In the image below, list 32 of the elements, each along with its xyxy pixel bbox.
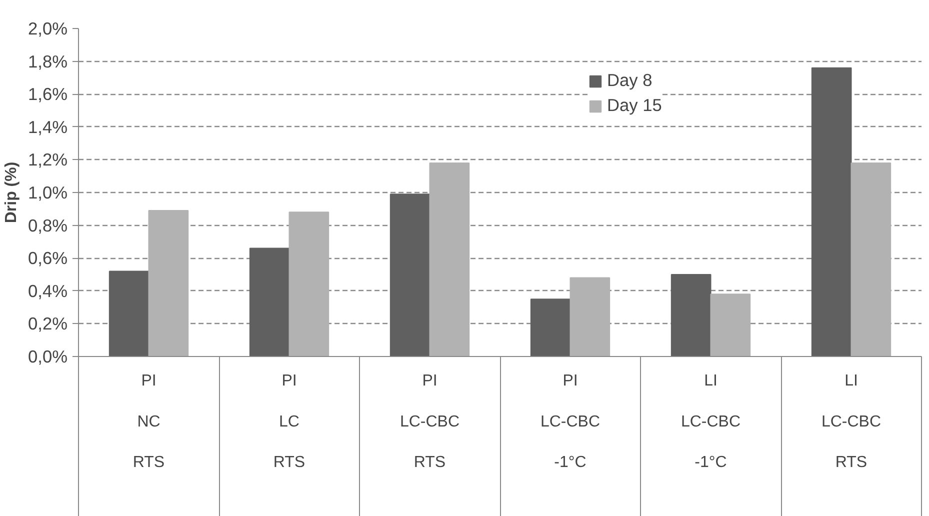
legend-label: Day 15	[607, 95, 662, 116]
y-tick-label: 0,8%	[28, 215, 68, 236]
y-tick-label: 0,6%	[28, 248, 68, 268]
category-label: PI LC-CBC -1°C	[540, 372, 600, 472]
category-label: LI LC-CBC -1°C	[680, 372, 741, 472]
y-tick-label: 0,2%	[28, 314, 68, 334]
category-label: PI LC RTS	[273, 372, 306, 472]
category-label: PI LC-CBC RTS	[400, 372, 460, 472]
bar	[390, 194, 430, 356]
y-tick-label: 2,0%	[28, 18, 68, 38]
bar	[108, 270, 150, 356]
y-tick-label: 1,4%	[28, 116, 68, 137]
legend-label: Day 8	[607, 70, 652, 91]
y-tick-label: 1,2%	[28, 150, 68, 170]
y-tick-label: 0,4%	[28, 280, 68, 301]
y-tick-label: 1,8%	[28, 51, 68, 72]
bar	[811, 67, 852, 356]
bar	[288, 212, 330, 356]
bar	[710, 294, 751, 356]
y-tick-label: 1,0%	[28, 182, 68, 202]
bar	[429, 162, 470, 356]
bar	[850, 162, 892, 356]
bar	[670, 274, 712, 356]
category-label: PI NC RTS	[132, 372, 165, 472]
y-axis-title: Drip (%)	[3, 162, 20, 224]
bar	[530, 298, 571, 356]
bar	[570, 277, 610, 356]
bar	[249, 248, 290, 356]
y-tick-label: 0,0%	[28, 346, 68, 366]
y-tick-label: 1,6%	[28, 84, 68, 104]
category-label: LI LC-CBC RTS	[821, 372, 882, 472]
bar	[148, 210, 189, 356]
